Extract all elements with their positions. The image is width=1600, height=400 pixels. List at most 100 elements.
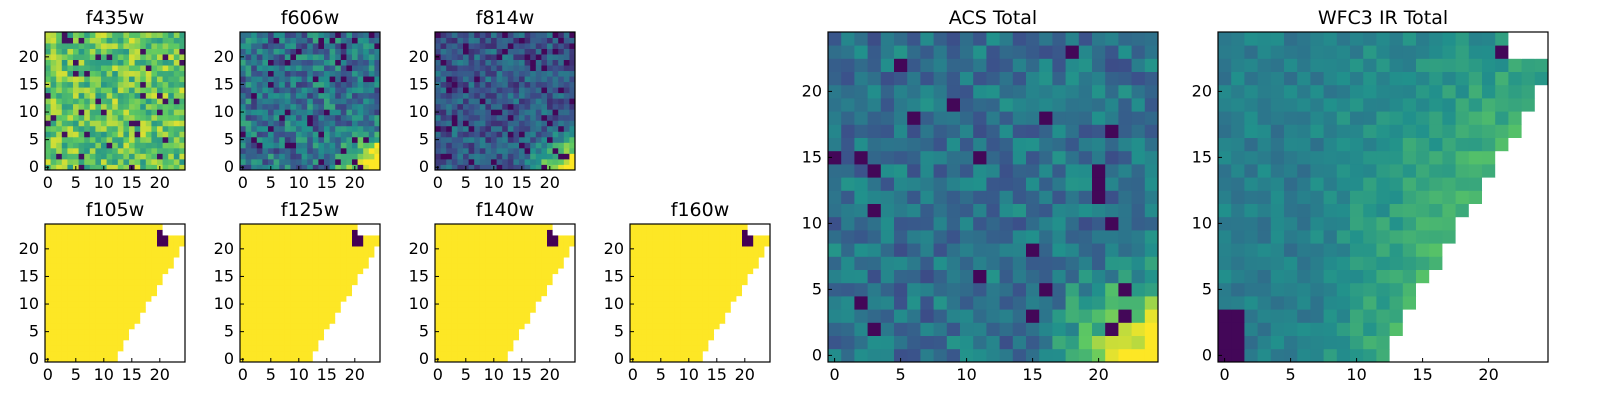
heatmap-cell: [463, 290, 469, 297]
heatmap-cell: [168, 92, 175, 99]
heatmap-cell: [558, 54, 565, 60]
heatmap-cell: [106, 87, 113, 94]
heatmap-cell: [569, 136, 576, 143]
heatmap-cell: [279, 251, 286, 258]
heatmap-cell: [89, 240, 96, 247]
heatmap-cell: [530, 48, 537, 55]
heatmap-cell: [312, 153, 319, 160]
heatmap-cell: [56, 109, 63, 116]
heatmap-cell: [686, 317, 692, 324]
heatmap-cell: [446, 125, 453, 132]
heatmap-cell: [463, 312, 469, 319]
heatmap-cell: [758, 306, 765, 313]
heatmap-cell: [894, 243, 908, 257]
heatmap-cell: [753, 356, 760, 363]
heatmap-cell: [145, 312, 152, 319]
heatmap-cell: [106, 65, 113, 72]
heatmap-cell: [1131, 137, 1146, 152]
heatmap-cell: [1039, 296, 1053, 310]
heatmap-cell: [758, 312, 765, 319]
heatmap-cell: [880, 177, 895, 191]
heatmap-cell: [457, 153, 464, 160]
heatmap-cell: [714, 295, 720, 302]
heatmap-cell: [162, 229, 169, 236]
heatmap-cell: [256, 147, 263, 154]
heatmap-cell: [558, 235, 565, 241]
heatmap-cell: [89, 125, 96, 132]
heatmap-cell: [658, 328, 664, 335]
heatmap-cell: [162, 153, 169, 160]
heatmap-cell: [519, 323, 525, 330]
heatmap-cell: [894, 282, 908, 297]
heatmap-cell: [307, 164, 314, 171]
heatmap-cell: [714, 306, 720, 313]
heatmap-cell: [502, 306, 509, 313]
heatmap-cell: [117, 81, 124, 88]
heatmap-cell: [496, 164, 503, 171]
heatmap-cell: [50, 295, 57, 302]
heatmap-cell: [78, 290, 85, 297]
heatmap-cell: [960, 296, 974, 310]
heatmap-cell: [569, 284, 576, 291]
heatmap-cell: [134, 81, 141, 88]
heatmap-cell: [742, 295, 748, 302]
heatmap-cell: [346, 306, 353, 313]
heatmap-cell: [714, 284, 720, 291]
heatmap-cell: [758, 235, 765, 241]
heatmap-cell: [50, 164, 57, 171]
heatmap-cell: [973, 309, 987, 323]
heatmap-cell: [45, 142, 51, 149]
heatmap-cell: [496, 114, 503, 121]
heatmap-cell: [569, 120, 576, 127]
heatmap-cell: [162, 317, 169, 324]
heatmap-cell: [652, 323, 659, 330]
heatmap-cell: [318, 131, 325, 138]
heatmap-cell: [435, 125, 441, 132]
heatmap-cell: [78, 114, 85, 121]
heatmap-cell: [1131, 335, 1146, 350]
heatmap-cell: [61, 147, 68, 154]
heatmap-cell: [736, 350, 743, 357]
heatmap-cell: [268, 65, 274, 72]
heatmap-cell: [251, 312, 258, 319]
heatmap-cell: [151, 301, 158, 308]
heatmap-cell: [279, 92, 286, 99]
heatmap-cell: [284, 164, 291, 171]
heatmap-cell: [552, 54, 559, 60]
heatmap-cell: [907, 137, 921, 152]
heatmap-cell: [117, 37, 124, 44]
heatmap-cell: [652, 312, 659, 319]
heatmap-cell: [524, 109, 531, 116]
heatmap-cell: [307, 323, 314, 330]
heatmap-cell: [547, 109, 553, 116]
heatmap-cell: [363, 251, 370, 258]
heatmap-cell: [290, 114, 297, 121]
heatmap-cell: [61, 323, 68, 330]
heatmap-cell: [290, 312, 297, 319]
heatmap-cell: [440, 306, 447, 313]
heatmap-cell: [507, 54, 514, 60]
heatmap-cell: [335, 328, 342, 335]
heatmap-cell: [999, 243, 1014, 257]
heatmap-cell: [318, 323, 325, 330]
heatmap-cell: [479, 131, 486, 138]
heatmap-cell: [451, 76, 458, 83]
heatmap-cell: [56, 59, 63, 66]
heatmap-cell: [725, 290, 732, 297]
heatmap-cell: [134, 317, 141, 324]
heatmap-cell: [457, 92, 464, 99]
heatmap-cell: [753, 306, 760, 313]
heatmap-cell: [112, 48, 119, 55]
heatmap-cell: [352, 59, 358, 66]
heatmap-cell: [318, 37, 325, 44]
heatmap-cell: [352, 350, 358, 357]
heatmap-cell: [1039, 230, 1053, 244]
heatmap-cell: [519, 229, 525, 236]
heatmap-cell: [73, 257, 79, 264]
heatmap-cell: [530, 312, 537, 319]
heatmap-cell: [78, 164, 85, 171]
heatmap-cell: [168, 262, 175, 269]
heatmap-cell: [519, 158, 525, 165]
heatmap-cell: [519, 65, 525, 72]
heatmap-cell: [485, 295, 492, 302]
